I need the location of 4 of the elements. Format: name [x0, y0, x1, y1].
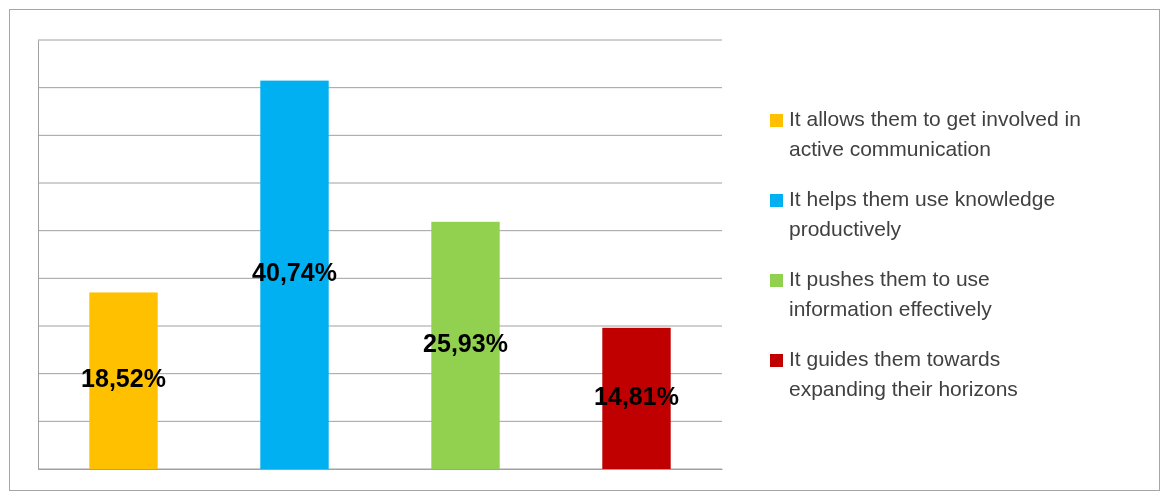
legend-label: It allows them to get involved in active communication — [789, 106, 1081, 160]
legend-label: It helps them use knowledge productively — [789, 186, 1056, 240]
legend-label: It pushes them to use information effectively — [789, 266, 993, 320]
legend-label: It guides them towards expanding their horizons — [789, 346, 1018, 400]
